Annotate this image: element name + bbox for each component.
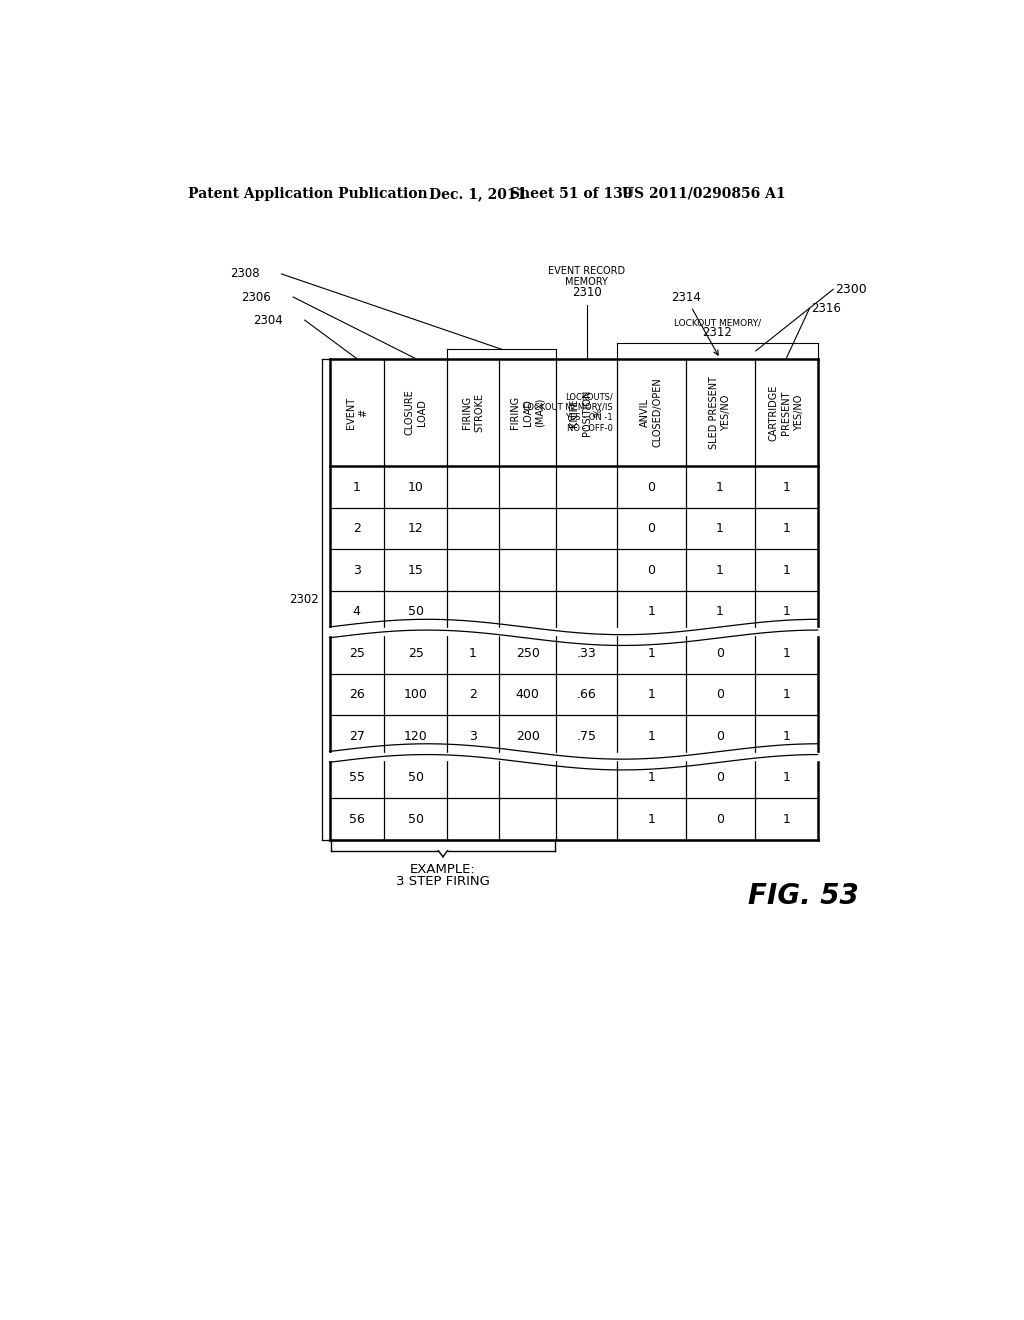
Text: 4: 4 bbox=[353, 605, 360, 618]
Text: 1: 1 bbox=[782, 564, 791, 577]
Text: 2302: 2302 bbox=[289, 593, 318, 606]
Text: Patent Application Publication: Patent Application Publication bbox=[188, 187, 428, 201]
Text: 2306: 2306 bbox=[242, 290, 271, 304]
Text: 1: 1 bbox=[782, 771, 791, 784]
Text: 2310: 2310 bbox=[571, 286, 601, 300]
Text: Sheet 51 of 139: Sheet 51 of 139 bbox=[510, 187, 633, 201]
Text: 2312: 2312 bbox=[702, 326, 732, 339]
Text: 1: 1 bbox=[647, 730, 655, 743]
Text: 25: 25 bbox=[408, 647, 424, 660]
Text: 1: 1 bbox=[716, 523, 724, 535]
Text: 1: 1 bbox=[647, 688, 655, 701]
Text: 3: 3 bbox=[469, 730, 477, 743]
Text: 1: 1 bbox=[469, 647, 477, 660]
Text: US 2011/0290856 A1: US 2011/0290856 A1 bbox=[623, 187, 786, 201]
Text: 3 STEP FIRING: 3 STEP FIRING bbox=[396, 875, 489, 888]
Text: 0: 0 bbox=[716, 771, 724, 784]
Text: 1: 1 bbox=[647, 813, 655, 825]
Text: 50: 50 bbox=[408, 605, 424, 618]
Text: 2304: 2304 bbox=[253, 314, 283, 326]
Text: 1: 1 bbox=[782, 688, 791, 701]
Text: 0: 0 bbox=[647, 564, 655, 577]
Text: 1: 1 bbox=[716, 605, 724, 618]
Text: 1: 1 bbox=[782, 605, 791, 618]
Text: CARTRIDGE
PRESENT
YES/NO: CARTRIDGE PRESENT YES/NO bbox=[769, 384, 804, 441]
Text: .75: .75 bbox=[577, 730, 597, 743]
Text: 1: 1 bbox=[782, 480, 791, 494]
Text: 1: 1 bbox=[647, 605, 655, 618]
Text: 2: 2 bbox=[469, 688, 477, 701]
Text: EVENT
#: EVENT # bbox=[345, 396, 368, 429]
Text: 1: 1 bbox=[782, 730, 791, 743]
Text: 2314: 2314 bbox=[671, 290, 718, 355]
Text: SLED PRESENT
YES/NO: SLED PRESENT YES/NO bbox=[709, 376, 731, 449]
Text: MEMORY: MEMORY bbox=[565, 277, 608, 286]
Text: 1: 1 bbox=[647, 771, 655, 784]
Text: 0: 0 bbox=[716, 688, 724, 701]
Text: 1: 1 bbox=[716, 480, 724, 494]
Text: 3: 3 bbox=[353, 564, 360, 577]
Text: 1: 1 bbox=[782, 523, 791, 535]
Text: KNIFE
POSITION
%: KNIFE POSITION % bbox=[569, 389, 604, 436]
Text: 1: 1 bbox=[716, 564, 724, 577]
Text: EXAMPLE:: EXAMPLE: bbox=[410, 863, 476, 876]
Text: FIRING
STROKE: FIRING STROKE bbox=[462, 393, 484, 432]
Text: FIG. 53: FIG. 53 bbox=[748, 882, 859, 911]
Text: 12: 12 bbox=[408, 523, 424, 535]
Text: 50: 50 bbox=[408, 813, 424, 825]
Text: 1: 1 bbox=[782, 647, 791, 660]
Text: 1: 1 bbox=[782, 813, 791, 825]
Text: 0: 0 bbox=[647, 523, 655, 535]
Text: 55: 55 bbox=[349, 771, 365, 784]
Text: Dec. 1, 2011: Dec. 1, 2011 bbox=[429, 187, 526, 201]
Text: 100: 100 bbox=[403, 688, 428, 701]
Text: 26: 26 bbox=[349, 688, 365, 701]
Text: .33: .33 bbox=[577, 647, 596, 660]
Text: 25: 25 bbox=[349, 647, 365, 660]
Text: 2316: 2316 bbox=[811, 302, 841, 315]
Text: CLOSURE
LOAD: CLOSURE LOAD bbox=[404, 389, 427, 436]
Text: 1: 1 bbox=[647, 647, 655, 660]
Text: FIRING
LOAD
(MAX): FIRING LOAD (MAX) bbox=[510, 396, 545, 429]
Text: 0: 0 bbox=[647, 480, 655, 494]
Text: 120: 120 bbox=[403, 730, 428, 743]
Text: 10: 10 bbox=[408, 480, 424, 494]
Text: 2300: 2300 bbox=[835, 282, 866, 296]
Text: 56: 56 bbox=[349, 813, 365, 825]
Text: .66: .66 bbox=[577, 688, 596, 701]
Text: ANVIL
CLOSED/OPEN: ANVIL CLOSED/OPEN bbox=[640, 378, 663, 447]
Text: 2: 2 bbox=[353, 523, 360, 535]
Text: 0: 0 bbox=[716, 813, 724, 825]
Text: 0: 0 bbox=[716, 647, 724, 660]
Text: LOCKOUT MEMORY/: LOCKOUT MEMORY/ bbox=[674, 319, 761, 327]
Text: EVENT RECORD: EVENT RECORD bbox=[548, 267, 625, 276]
Text: 250: 250 bbox=[516, 647, 540, 660]
Text: LOCKOUTS/
LOCKOUT MEMORY/IS
YES - ON -1
NO - OFF-0: LOCKOUTS/ LOCKOUT MEMORY/IS YES - ON -1 … bbox=[523, 392, 612, 433]
Text: 15: 15 bbox=[408, 564, 424, 577]
Text: 50: 50 bbox=[408, 771, 424, 784]
Text: 400: 400 bbox=[516, 688, 540, 701]
Text: 27: 27 bbox=[349, 730, 365, 743]
Text: 2308: 2308 bbox=[230, 268, 260, 280]
Text: 0: 0 bbox=[716, 730, 724, 743]
Text: 1: 1 bbox=[353, 480, 360, 494]
Text: 200: 200 bbox=[516, 730, 540, 743]
